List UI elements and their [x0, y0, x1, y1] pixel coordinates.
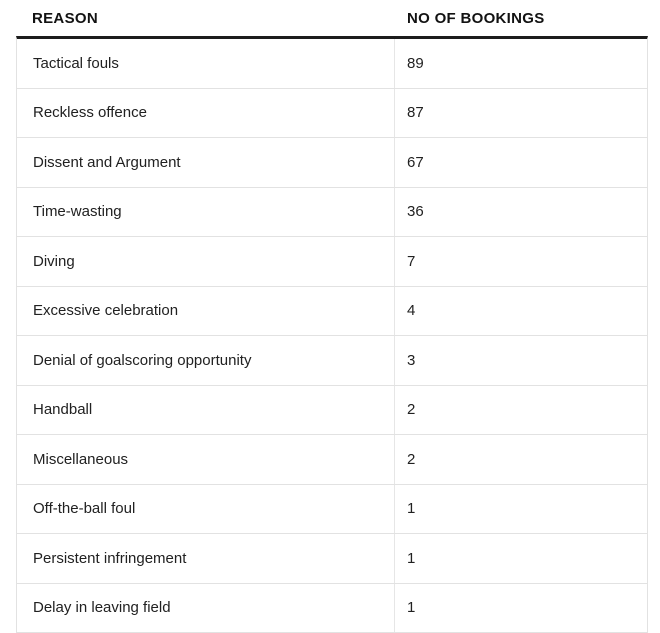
- bookings-cell: 2: [407, 401, 416, 419]
- bookings-cell: 1: [407, 549, 416, 567]
- bookings-table: REASON NO OF BOOKINGS Tactical fouls 89 …: [16, 0, 648, 633]
- table-row: Denial of goalscoring opportunity 3: [17, 336, 647, 386]
- table-row: Dissent and Argument 67: [17, 138, 647, 188]
- table-row: Delay in leaving field 1: [17, 583, 647, 633]
- reason-cell: Miscellaneous: [17, 435, 395, 484]
- reason-cell: Handball: [17, 385, 395, 434]
- reason-cell: Persistent infringement: [17, 534, 395, 583]
- reason-cell: Tactical fouls: [17, 39, 395, 88]
- table-row: Time-wasting 36: [17, 187, 647, 237]
- table-row: Off-the-ball foul 1: [17, 484, 647, 534]
- reason-cell: Reckless offence: [17, 88, 395, 137]
- table-row: Handball 2: [17, 385, 647, 435]
- reason-cell: Delay in leaving field: [17, 583, 395, 632]
- bookings-cell: 4: [407, 302, 416, 320]
- bookings-cell: 36: [407, 203, 424, 221]
- table-header-row: REASON NO OF BOOKINGS: [16, 0, 648, 36]
- table-row: Tactical fouls 89: [17, 39, 647, 89]
- table-row: Excessive celebration 4: [17, 286, 647, 336]
- table-row: Miscellaneous 2: [17, 435, 647, 485]
- reason-cell: Diving: [17, 237, 395, 286]
- table-row: Diving 7: [17, 237, 647, 287]
- column-header-reason: REASON: [32, 9, 98, 27]
- bookings-cell: 3: [407, 351, 416, 369]
- bookings-cell: 89: [407, 54, 424, 72]
- reason-cell: Excessive celebration: [17, 286, 395, 335]
- column-header-bookings: NO OF BOOKINGS: [407, 9, 545, 27]
- bookings-cell: 87: [407, 104, 424, 122]
- table-body: Tactical fouls 89 Reckless offence 87 Di…: [16, 36, 648, 633]
- bookings-cell: 7: [407, 252, 416, 270]
- bookings-cell: 67: [407, 153, 424, 171]
- bookings-cell: 2: [407, 450, 416, 468]
- bookings-cell: 1: [407, 500, 416, 518]
- reason-cell: Time-wasting: [17, 187, 395, 236]
- table-row: Persistent infringement 1: [17, 534, 647, 584]
- reason-cell: Denial of goalscoring opportunity: [17, 336, 395, 385]
- reason-cell: Off-the-ball foul: [17, 484, 395, 533]
- bookings-cell: 1: [407, 599, 416, 617]
- reason-cell: Dissent and Argument: [17, 138, 395, 187]
- table-row: Reckless offence 87: [17, 88, 647, 138]
